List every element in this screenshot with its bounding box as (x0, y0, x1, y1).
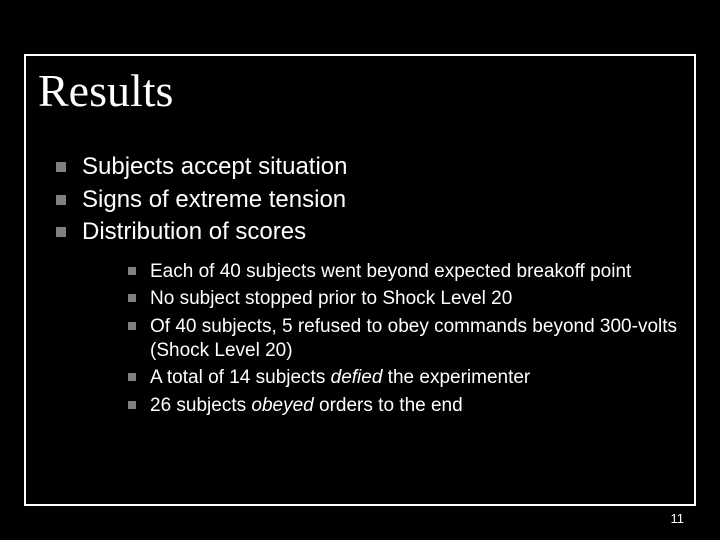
bullet-list-level1: Subjects accept situation Signs of extre… (38, 152, 682, 418)
list-item: Each of 40 subjects went beyond expected… (128, 260, 682, 284)
list-item-em: defied (331, 367, 383, 388)
list-item-post: the experimenter (382, 367, 530, 388)
list-item-text: Signs of extreme tension (82, 186, 346, 213)
slide-title: Results (38, 64, 173, 117)
list-item: Signs of extreme tension (56, 185, 682, 216)
list-item: Subjects accept situation (56, 152, 682, 183)
list-item-text: A total of 14 subjects (150, 367, 331, 388)
list-item-text: Each of 40 subjects went beyond expected… (150, 261, 631, 282)
list-item: No subject stopped prior to Shock Level … (128, 287, 682, 311)
bullet-list-level2: Each of 40 subjects went beyond expected… (82, 260, 682, 418)
list-item: Distribution of scores Each of 40 subjec… (56, 217, 682, 418)
list-item: Of 40 subjects, 5 refused to obey comman… (128, 315, 682, 364)
page-number: 11 (671, 511, 685, 526)
list-item: A total of 14 subjects defied the experi… (128, 366, 682, 390)
slide: Results Subjects accept situation Signs … (0, 0, 720, 540)
list-item-text: Distribution of scores (82, 218, 306, 245)
list-item-text: 26 subjects (150, 395, 251, 416)
list-item-post: orders to the end (314, 395, 463, 416)
list-item-text: No subject stopped prior to Shock Level … (150, 288, 512, 309)
list-item: 26 subjects obeyed orders to the end (128, 394, 682, 418)
list-item-text: Subjects accept situation (82, 153, 348, 180)
list-item-em: obeyed (251, 395, 313, 416)
slide-content: Subjects accept situation Signs of extre… (38, 152, 682, 421)
list-item-text: Of 40 subjects, 5 refused to obey comman… (150, 316, 677, 361)
